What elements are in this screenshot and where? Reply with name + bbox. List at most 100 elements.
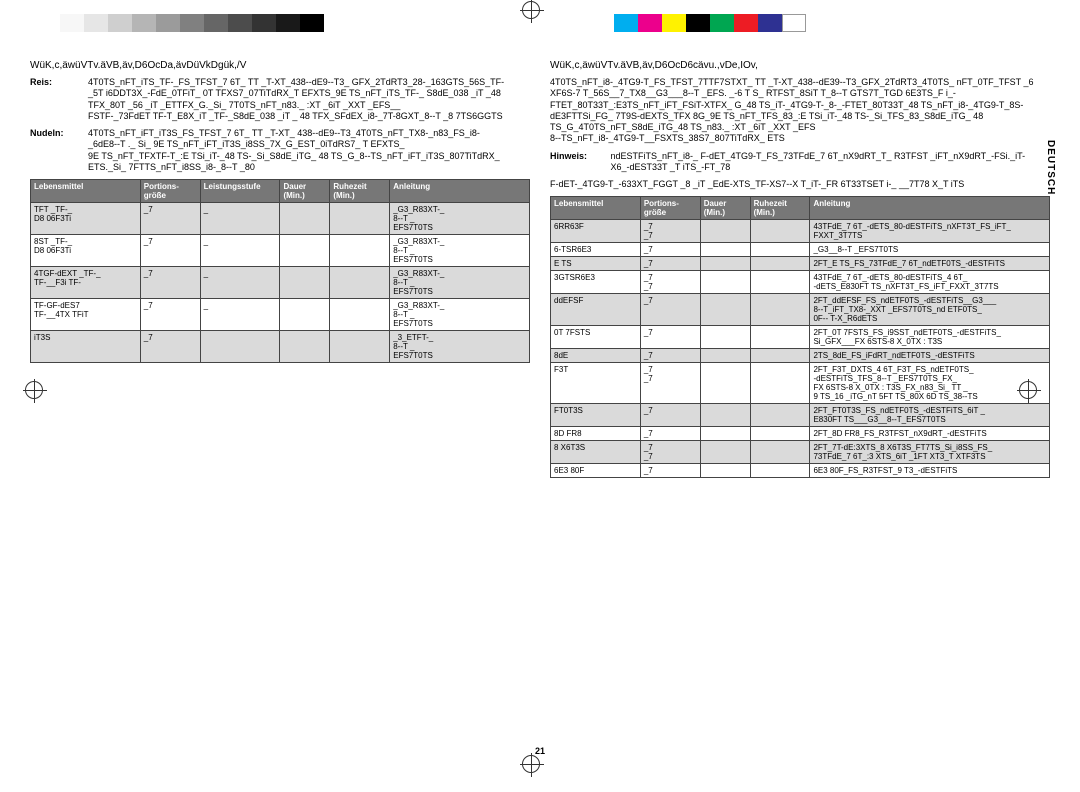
table-cell — [280, 299, 330, 331]
table-cell: 43TFdE_7 6T_-dETS_80-dESTFiTS_nXFT3T_FS_… — [810, 220, 1050, 243]
table-cell — [750, 220, 810, 243]
calibration-swatch — [252, 14, 276, 32]
table-cell: _ — [200, 299, 280, 331]
table-cell — [280, 331, 330, 363]
calibration-swatch — [132, 14, 156, 32]
table-cell: 8 X6T3S — [551, 441, 641, 464]
table-cell — [750, 464, 810, 478]
table-cell: _7 — [140, 299, 200, 331]
right-intro: 4T0TS_nFT_i8-_4TG9-T_FS_TFST_7TTF7STXT_ … — [550, 77, 1050, 145]
table-cell: _ — [200, 203, 280, 235]
table-row: 8ST _TF-_ D8 06F3Ti_7__G3_R83XT-_ 8--T _… — [31, 235, 530, 267]
table-cell: TFT _TF-_ D8 06F3Ti — [31, 203, 141, 235]
calibration-swatch — [300, 14, 324, 32]
table-cell — [700, 404, 750, 427]
calibration-swatch — [84, 14, 108, 32]
table-cell — [700, 464, 750, 478]
table-row: 6RR63F_7 _743TFdE_7 6T_-dETS_80-dESTFiTS… — [551, 220, 1050, 243]
table-cell: _G3_R83XT-_ 8--T _ EFS7T0TS — [390, 235, 530, 267]
table-cell — [330, 203, 390, 235]
table-cell — [700, 349, 750, 363]
table-cell — [280, 203, 330, 235]
table-cell — [700, 441, 750, 464]
hinweis-label: Hinweis: — [550, 151, 608, 162]
calibration-swatch — [782, 14, 806, 32]
table-row: ddEFSF_72FT_ddEFSF_FS_ndETF0TS_-dESTFiTS… — [551, 294, 1050, 326]
table-cell — [750, 363, 810, 404]
hinweis-block: Hinweis: ndESTFiTS_nFT_i8-_ F-dET_4TG9-T… — [550, 151, 1050, 174]
table-cell — [700, 294, 750, 326]
left-table: LebensmittelPortions- größeLeistungsstuf… — [30, 179, 530, 363]
table-cell: iT3S — [31, 331, 141, 363]
table-cell: 8dE — [551, 349, 641, 363]
table-cell — [750, 404, 810, 427]
table-cell — [200, 331, 280, 363]
right-column: WüK,c,äwüVTv.äVB,äv,D6OcD6cävu.,vDe,IOv,… — [550, 60, 1050, 740]
table-cell: _7 — [140, 235, 200, 267]
table-cell: _7 — [140, 331, 200, 363]
table-cell: 3GTSR6E3 — [551, 271, 641, 294]
table-header: Portions- größe — [640, 197, 700, 220]
table-row: 6-TSR6E3_7 _G3__8--T _EFS7T0TS — [551, 243, 1050, 257]
table-cell: 2FT_FT0T3S_FS_ndETF0TS_-dESTFiTS_6iT _ E… — [810, 404, 1050, 427]
page-content: WüK,c,äwüVTv.äVB,äv,D6OcDa,ävDüVkDgük,/V… — [30, 60, 1050, 740]
calibration-swatch — [686, 14, 710, 32]
table-cell — [700, 363, 750, 404]
table-cell: _7 _7 — [640, 363, 700, 404]
table-cell: _7 _7 — [640, 220, 700, 243]
right-header: WüK,c,äwüVTv.äVB,äv,D6OcD6cävu.,vDe,IOv, — [550, 60, 1050, 71]
calibration-swatch — [108, 14, 132, 32]
calibration-swatch — [60, 14, 84, 32]
table-header: Anleitung — [810, 197, 1050, 220]
table-header: Dauer (Min.) — [280, 180, 330, 203]
table-row: 4TGF-dEXT _TF-_ TF-__F3i TF-_7__G3_R83XT… — [31, 267, 530, 299]
right-post: F-dET-_4TG9-T_-633XT_FGGT _8 _iT _EdE-XT… — [550, 179, 1050, 190]
block-text: 4T0TS_nFT_iFT_iT3S_FS_TFST_7 6T_ TT _T-X… — [88, 128, 508, 173]
table-row: 8D FR8_72FT_8D FR8_FS_R3TFST_nX9dRT_-dES… — [551, 427, 1050, 441]
table-cell: _7 — [640, 349, 700, 363]
calibration-swatch — [614, 14, 638, 32]
table-cell: 2FT_E TS_FS_73TFdE_7 6T_ndETF0TS_-dESTFi… — [810, 257, 1050, 271]
left-column: WüK,c,äwüVTv.äVB,äv,D6OcDa,ävDüVkDgük,/V… — [30, 60, 530, 740]
table-cell: F3T — [551, 363, 641, 404]
table-cell: _G3_R83XT-_ 8--T _ EFS7T0TS — [390, 267, 530, 299]
table-cell: _G3_R83XT-_ 8--T _ EFS7T0TS — [390, 203, 530, 235]
table-cell — [700, 326, 750, 349]
table-cell: _G3__8--T _EFS7T0TS — [810, 243, 1050, 257]
table-cell: _7 — [640, 294, 700, 326]
table-cell — [700, 257, 750, 271]
table-row: 8 X6T3S_7 _72FT_7T-dE:3XTS_8 X6T3S_FT7TS… — [551, 441, 1050, 464]
table-cell: _7 — [640, 243, 700, 257]
table-cell: 6-TSR6E3 — [551, 243, 641, 257]
table-cell — [330, 235, 390, 267]
block-text: 4T0TS_nFT_iTS_TF-_FS_TFST_7 6T_ TT _T-XT… — [88, 77, 508, 122]
calibration-swatch — [662, 14, 686, 32]
calibration-swatch — [638, 14, 662, 32]
table-cell: _7 — [140, 203, 200, 235]
page-number: 21 — [535, 746, 545, 756]
table-cell — [700, 243, 750, 257]
table-cell — [700, 427, 750, 441]
table-cell — [750, 271, 810, 294]
table-cell: 2FT_8D FR8_FS_R3TFST_nX9dRT_-dESTFiTS — [810, 427, 1050, 441]
table-row: TF-GF-dES7 TF-__4TX TFiT_7__G3_R83XT-_ 8… — [31, 299, 530, 331]
calibration-swatch — [180, 14, 204, 32]
table-cell — [750, 441, 810, 464]
calibration-swatch — [710, 14, 734, 32]
calibration-swatch — [276, 14, 300, 32]
table-row: 8dE_72TS_8dE_FS_iFdRT_ndETF0TS_-dESTFiTS — [551, 349, 1050, 363]
table-cell: 2FT_0T 7FSTS_FS_i9SST_ndETF0TS_-dESTFiTS… — [810, 326, 1050, 349]
registration-mark-bottom — [522, 755, 540, 773]
table-cell: _7 — [640, 326, 700, 349]
table-cell — [700, 271, 750, 294]
table-cell: ddEFSF — [551, 294, 641, 326]
calibration-swatch — [734, 14, 758, 32]
table-cell: _ — [200, 267, 280, 299]
calibration-bar — [0, 14, 1080, 32]
table-cell: 6E3 80F_FS_R3TFST_9 T3_-dESTFiTS — [810, 464, 1050, 478]
table-cell: 2FT_F3T_DXTS_4 6T_F3T_FS_ndETF0TS_ -dEST… — [810, 363, 1050, 404]
table-header: Ruhezeit (Min.) — [330, 180, 390, 203]
table-cell — [750, 349, 810, 363]
table-cell — [750, 294, 810, 326]
table-row: 6E3 80F_76E3 80F_FS_R3TFST_9 T3_-dESTFiT… — [551, 464, 1050, 478]
